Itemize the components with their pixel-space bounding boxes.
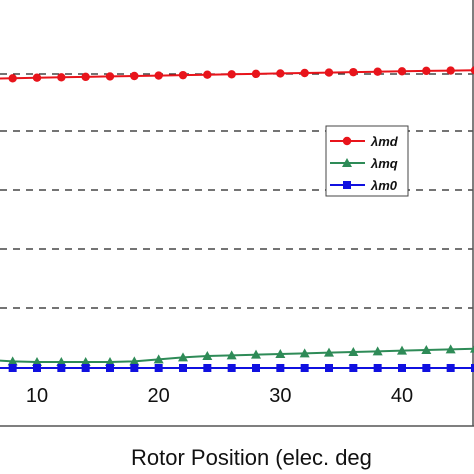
series-3 <box>0 364 474 372</box>
data-point-2-13 <box>202 351 213 360</box>
legend-label-1: λmd <box>370 134 399 149</box>
data-point-2-19 <box>348 347 359 356</box>
data-point-2-23 <box>445 344 456 354</box>
x-axis-title: Rotor Position (elec. deg <box>131 445 372 470</box>
data-point-1-5 <box>8 74 17 83</box>
data-point-2-7 <box>56 357 67 366</box>
legend-marker-1 <box>342 136 352 146</box>
legend-marker-2 <box>342 158 352 167</box>
data-point-3-8 <box>81 364 90 372</box>
data-point-3-22 <box>422 364 431 372</box>
data-point-3-12 <box>179 364 187 372</box>
data-point-2-17 <box>299 348 310 358</box>
x-tick-label-3: 30 <box>269 385 291 407</box>
data-point-3-11 <box>154 364 163 372</box>
x-tick-labels: 10 20 30 40 <box>26 385 413 407</box>
data-point-1-10 <box>130 71 139 81</box>
data-point-2-12 <box>178 352 188 362</box>
data-point-1-23 <box>446 66 455 75</box>
data-point-3-13 <box>203 364 212 372</box>
data-point-3-20 <box>373 364 382 372</box>
data-point-1-22 <box>422 66 431 76</box>
data-point-1-13 <box>203 70 212 79</box>
data-point-1-14 <box>227 70 236 79</box>
data-point-3-23 <box>446 364 455 372</box>
legend-marker-3 <box>343 181 351 189</box>
x-tick-label-2: 20 <box>148 385 170 407</box>
legend-label-3: λm0 <box>370 178 398 193</box>
data-point-3-15 <box>252 364 260 372</box>
series-2 <box>0 344 474 366</box>
data-point-3-24 <box>471 364 474 372</box>
data-point-3-7 <box>57 364 66 372</box>
data-point-2-21 <box>397 345 407 355</box>
data-point-1-19 <box>349 67 358 77</box>
data-point-1-20 <box>373 67 382 76</box>
data-point-1-15 <box>251 69 261 79</box>
x-tick-label-4: 40 <box>391 385 413 407</box>
data-point-3-21 <box>398 364 406 372</box>
data-point-1-18 <box>324 68 334 77</box>
legend-items: λmd λmq λm0 <box>330 134 399 193</box>
data-point-1-6 <box>32 73 42 82</box>
data-point-2-14 <box>226 350 237 360</box>
data-point-2-24 <box>470 345 474 353</box>
data-point-1-16 <box>276 69 285 78</box>
data-point-3-9 <box>106 364 114 372</box>
data-point-3-5 <box>8 364 17 372</box>
data-point-1-9 <box>105 72 115 81</box>
data-point-2-16 <box>275 349 286 358</box>
series-layer <box>0 66 474 372</box>
legend-item-1: λmd <box>330 134 399 149</box>
data-point-3-6 <box>33 364 41 372</box>
data-point-3-14 <box>227 364 236 372</box>
series-1 <box>0 66 474 83</box>
legend-item-2: λmq <box>330 156 398 171</box>
data-point-3-17 <box>300 364 309 372</box>
data-point-1-11 <box>154 71 163 80</box>
data-point-2-20 <box>372 346 383 356</box>
data-point-3-19 <box>349 364 358 372</box>
legend-label-2: λmq <box>370 156 398 171</box>
data-point-2-8 <box>80 357 91 366</box>
data-point-1-8 <box>81 72 90 82</box>
data-point-1-7 <box>57 73 66 82</box>
data-point-1-24 <box>470 66 474 75</box>
legend: λmd λmq λm0 <box>325 125 409 197</box>
data-point-2-5 <box>7 356 18 366</box>
data-point-3-16 <box>276 364 285 372</box>
data-point-2-9 <box>105 357 115 366</box>
data-point-3-10 <box>130 364 139 372</box>
data-point-2-11 <box>153 354 164 364</box>
x-tick-label-1: 10 <box>26 385 48 407</box>
data-point-2-6 <box>32 357 42 366</box>
data-point-3-18 <box>325 364 333 372</box>
data-point-2-18 <box>324 347 334 357</box>
data-point-2-15 <box>251 349 261 359</box>
legend-item-3: λm0 <box>330 178 398 193</box>
data-point-1-12 <box>178 70 188 80</box>
data-point-1-21 <box>397 67 407 76</box>
data-point-1-17 <box>300 68 309 78</box>
data-point-2-10 <box>129 356 140 366</box>
data-point-2-22 <box>421 345 432 354</box>
